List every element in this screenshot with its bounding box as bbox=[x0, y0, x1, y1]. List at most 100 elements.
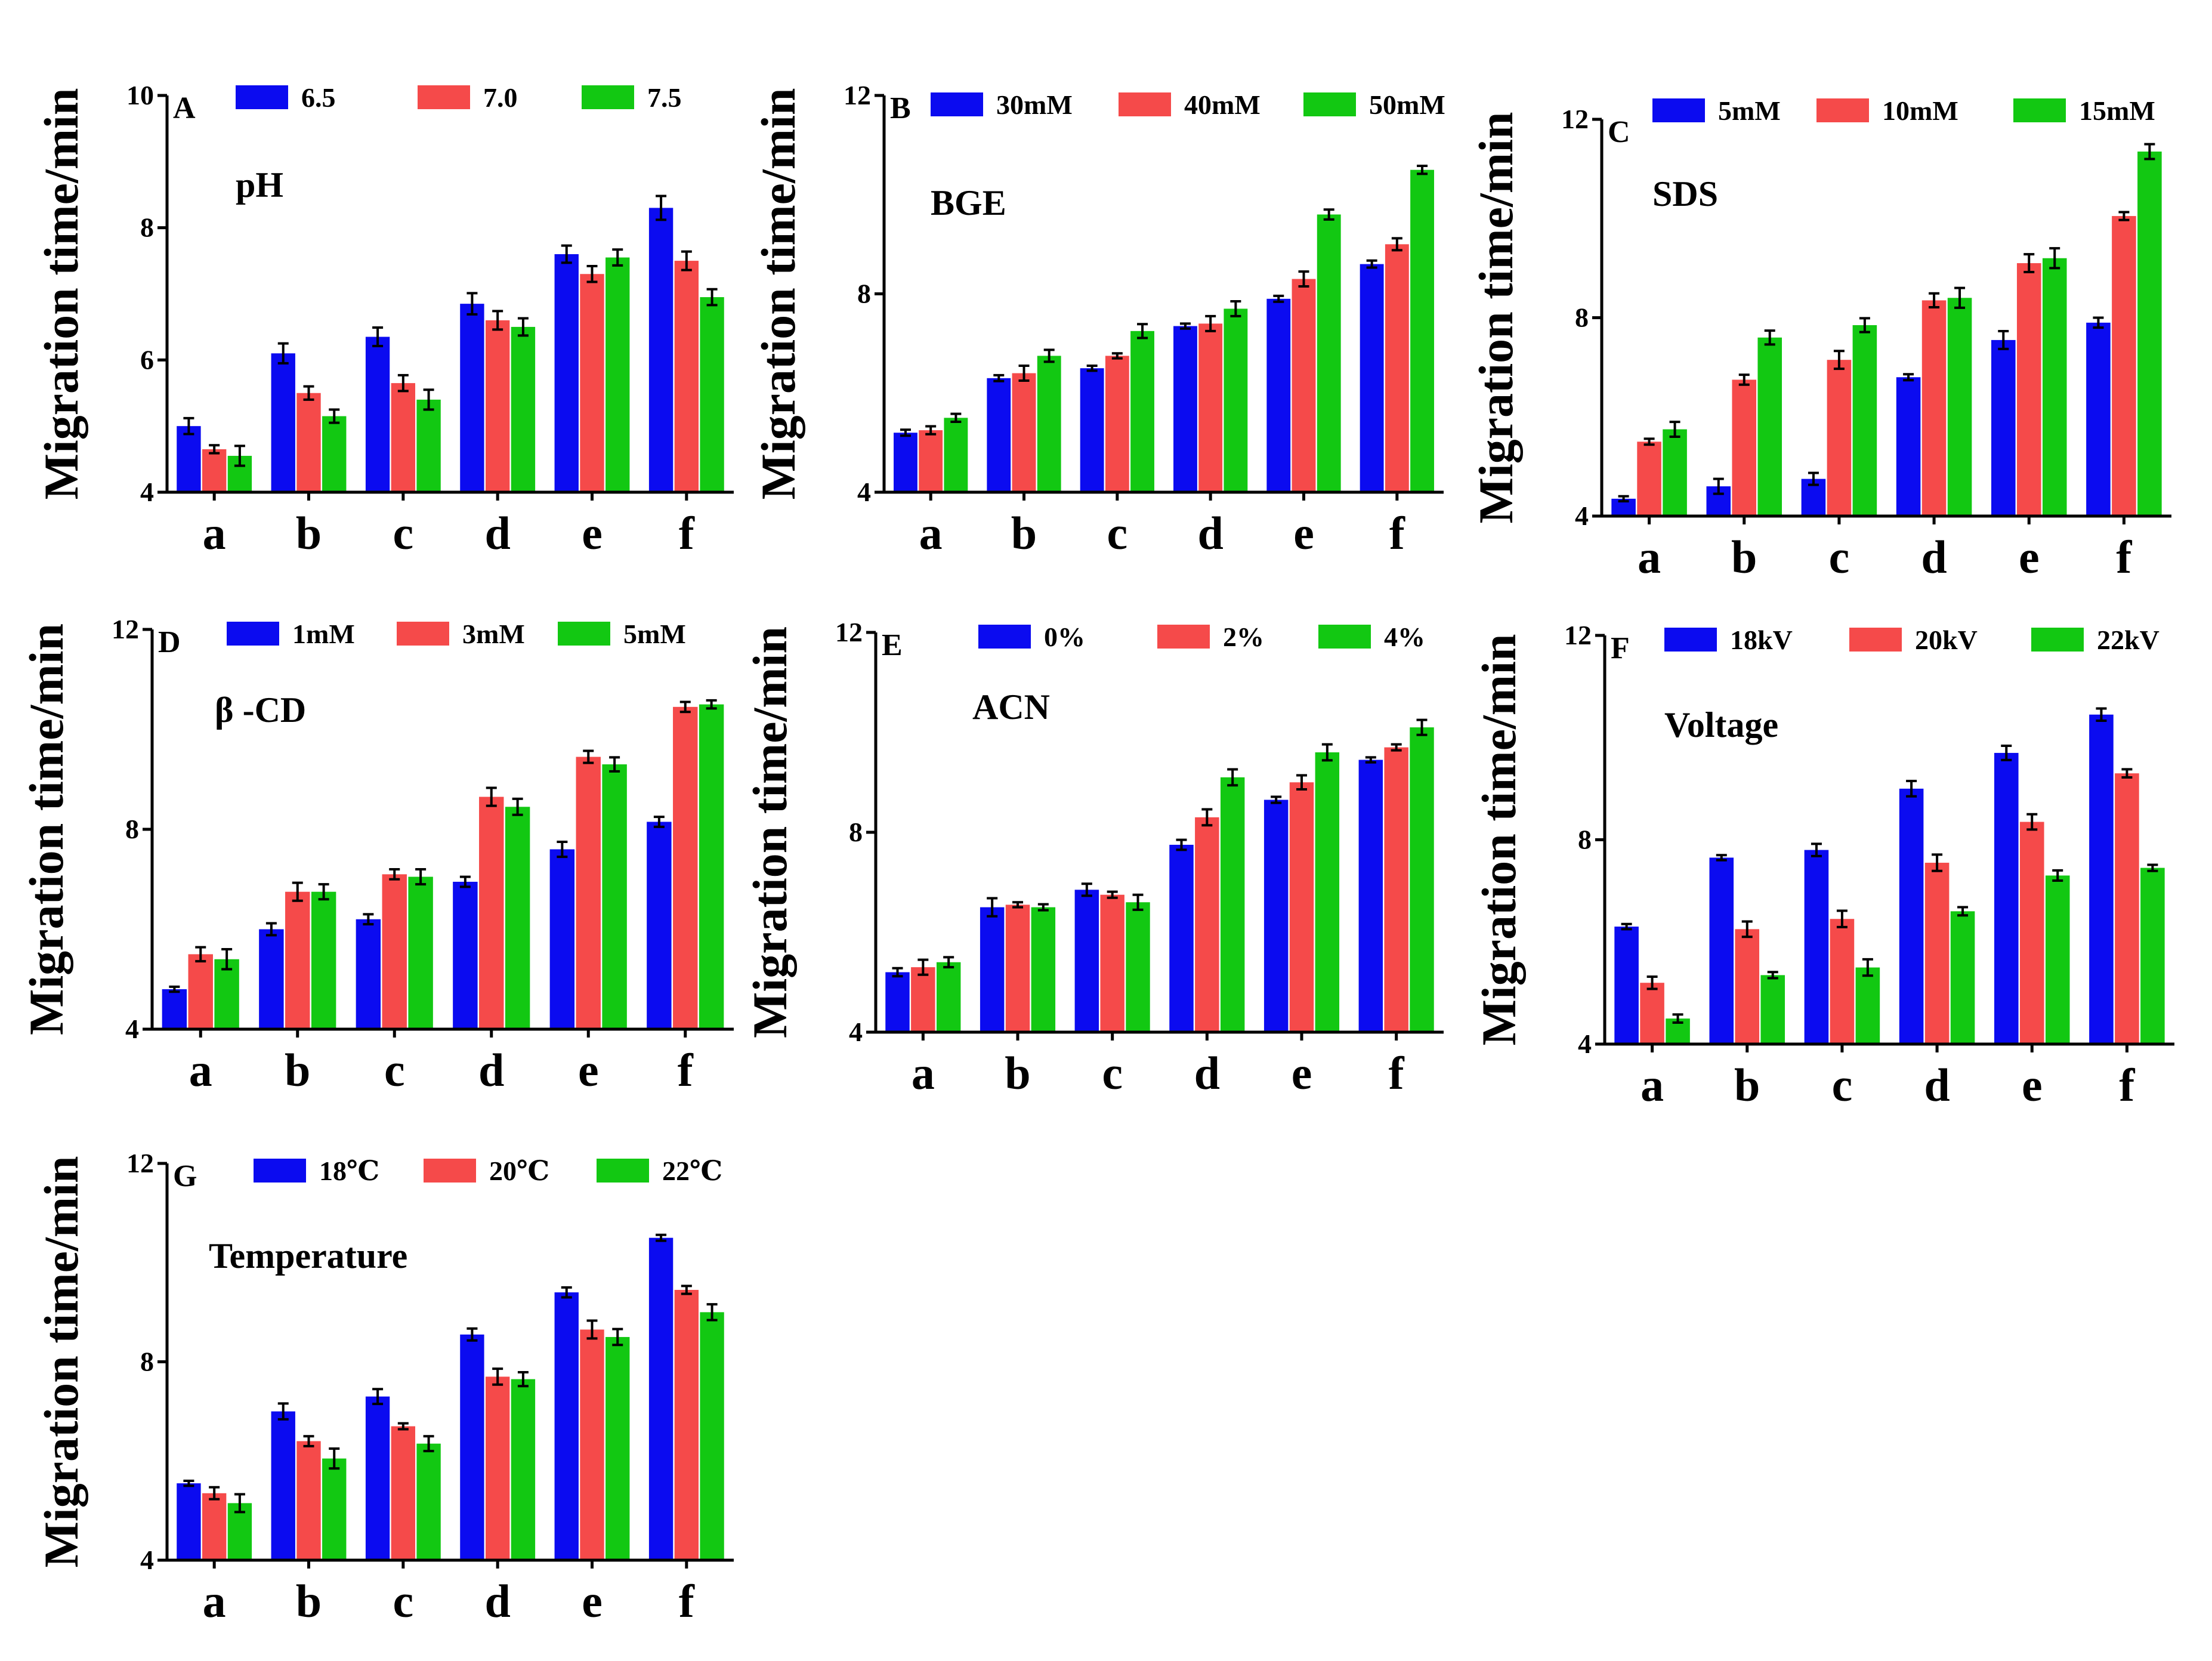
error-bar-f-s2-d bbox=[1957, 906, 1969, 917]
bar-c-s2-a bbox=[1663, 429, 1687, 516]
legend: 1mM 3mM 5mM bbox=[227, 619, 686, 649]
y-tick-label: 4 bbox=[1578, 1029, 1592, 1059]
legend-swatch-0 bbox=[254, 1159, 306, 1183]
legend-label-1: 7.0 bbox=[483, 82, 518, 113]
x-tick-label: d bbox=[1197, 507, 1223, 559]
error-bar-d-s1-f bbox=[679, 700, 691, 714]
error-bar-d-s2-c bbox=[415, 868, 427, 886]
y-axis-label: Migration time/min bbox=[751, 88, 805, 499]
error-bar-d-s0-a bbox=[169, 985, 180, 993]
x-tick-label: e bbox=[582, 1575, 603, 1627]
bar-d-s1-f bbox=[673, 706, 698, 1029]
error-bar-f-s2-b bbox=[1767, 971, 1778, 980]
error-bar-b-s0-b bbox=[993, 373, 1005, 382]
error-bar-d-s0-c bbox=[363, 913, 374, 926]
bar-a-s0-c bbox=[365, 336, 390, 492]
legend-label-1: 2% bbox=[1223, 622, 1264, 652]
x-tick-label: a bbox=[912, 1047, 935, 1099]
legend-swatch-1 bbox=[424, 1159, 476, 1183]
bar-c-s2-f bbox=[2137, 152, 2162, 516]
bar-d-s0-c bbox=[356, 919, 381, 1029]
error-bar-c-s0-c bbox=[1808, 471, 1819, 486]
error-bar-e-s0-d bbox=[1176, 838, 1187, 851]
error-bar-c-s0-b bbox=[1713, 477, 1724, 495]
error-bar-e-s2-d bbox=[1227, 768, 1238, 787]
x-tick-label: c bbox=[393, 507, 414, 559]
x-tick-label: b bbox=[296, 1575, 322, 1627]
chart-panel-f: 4 8 12 a b c d e f Migration time/min F Voltage 18kV… bbox=[1472, 620, 2174, 1111]
bar-e-s2-b bbox=[1031, 907, 1056, 1032]
legend-label-0: 30mM bbox=[996, 89, 1073, 120]
error-bar-c-s2-c bbox=[1859, 317, 1870, 334]
x-tick-label: f bbox=[679, 507, 695, 559]
x-tick-label: f bbox=[1389, 507, 1405, 559]
bar-d-s1-d bbox=[479, 796, 504, 1029]
bar-a-s1-e bbox=[580, 274, 604, 492]
error-bar-e-s2-f bbox=[1416, 718, 1428, 736]
error-bar-d-s2-f bbox=[706, 699, 717, 710]
bar-d-s2-b bbox=[311, 891, 336, 1029]
error-bar-g-s0-c bbox=[372, 1388, 384, 1406]
bar-e-s0-c bbox=[1074, 890, 1099, 1032]
x-tick-label: e bbox=[2019, 531, 2040, 583]
error-bar-b-s1-b bbox=[1018, 365, 1030, 382]
bar-d-s2-f bbox=[699, 704, 724, 1029]
x-tick-label: c bbox=[1107, 507, 1128, 559]
error-bar-c-s0-e bbox=[1998, 329, 2009, 350]
error-bar-c-s2-d bbox=[1954, 286, 1966, 309]
y-tick-label: 8 bbox=[1578, 825, 1592, 855]
bar-c-s2-c bbox=[1852, 325, 1877, 516]
x-tick-label: f bbox=[2119, 1059, 2135, 1111]
error-bar-d-s2-e bbox=[609, 756, 620, 773]
bar-f-s1-b bbox=[1735, 929, 1760, 1044]
error-bar-g-s1-f bbox=[681, 1285, 692, 1295]
bar-f-s0-b bbox=[1709, 857, 1734, 1044]
error-bar-e-s1-e bbox=[1296, 774, 1307, 791]
error-bar-c-s2-a bbox=[1669, 421, 1680, 438]
error-bar-e-s2-c bbox=[1132, 893, 1144, 911]
chart-title: Temperature bbox=[209, 1236, 407, 1276]
error-bar-a-s0-a bbox=[183, 416, 194, 436]
bar-f-s0-e bbox=[1994, 752, 2019, 1044]
chart-title: pH bbox=[236, 165, 283, 205]
error-bar-d-s1-c bbox=[389, 868, 400, 881]
bar-f-s2-e bbox=[2045, 875, 2070, 1044]
legend: 18kV 20kV 22kV bbox=[1664, 625, 2160, 655]
bar-b-s2-f bbox=[1410, 169, 1434, 492]
bar-a-s0-d bbox=[460, 304, 484, 492]
error-bar-e-s2-e bbox=[1321, 743, 1333, 762]
bar-e-s0-a bbox=[885, 972, 910, 1032]
y-tick-label: 12 bbox=[1564, 620, 1592, 650]
x-tick-label: a bbox=[1638, 531, 1661, 583]
panel-letter: C bbox=[1608, 115, 1630, 149]
error-bar-f-s1-d bbox=[1932, 853, 1943, 872]
error-bar-c-s1-b bbox=[1738, 373, 1750, 386]
bar-g-s0-f bbox=[648, 1237, 674, 1560]
error-bar-f-s1-f bbox=[2121, 768, 2133, 779]
bar-a-s1-f bbox=[674, 261, 699, 492]
error-bar-b-s2-a bbox=[950, 412, 962, 423]
error-bar-e-s0-f bbox=[1365, 756, 1376, 764]
panel-letter: D bbox=[158, 625, 181, 659]
bar-a-s2-f bbox=[700, 297, 724, 492]
y-axis-label: Migration time/min bbox=[743, 626, 797, 1038]
x-tick-label: e bbox=[582, 507, 603, 559]
error-bar-c-s1-d bbox=[1929, 292, 1940, 309]
error-bar-d-s1-a bbox=[195, 946, 206, 963]
bar-a-s0-b bbox=[271, 353, 295, 492]
error-bar-g-s0-e bbox=[561, 1286, 572, 1299]
y-tick-label: 12 bbox=[112, 614, 139, 644]
panel-letter: F bbox=[1611, 631, 1630, 665]
legend-swatch-0 bbox=[227, 622, 279, 646]
bar-d-s1-a bbox=[188, 954, 213, 1029]
bar-f-s2-b bbox=[1760, 975, 1785, 1044]
y-tick-label: 12 bbox=[126, 1148, 154, 1178]
bar-c-s0-d bbox=[1896, 377, 1921, 516]
bar-f-s2-f bbox=[2140, 867, 2165, 1044]
bar-g-s1-e bbox=[580, 1329, 604, 1560]
error-bar-g-s2-a bbox=[234, 1493, 245, 1514]
bar-f-s1-a bbox=[1640, 983, 1664, 1044]
y-axis-label: Migration time/min bbox=[34, 1156, 88, 1567]
error-bar-g-s1-e bbox=[586, 1319, 598, 1340]
error-bar-c-s0-f bbox=[2093, 316, 2104, 329]
